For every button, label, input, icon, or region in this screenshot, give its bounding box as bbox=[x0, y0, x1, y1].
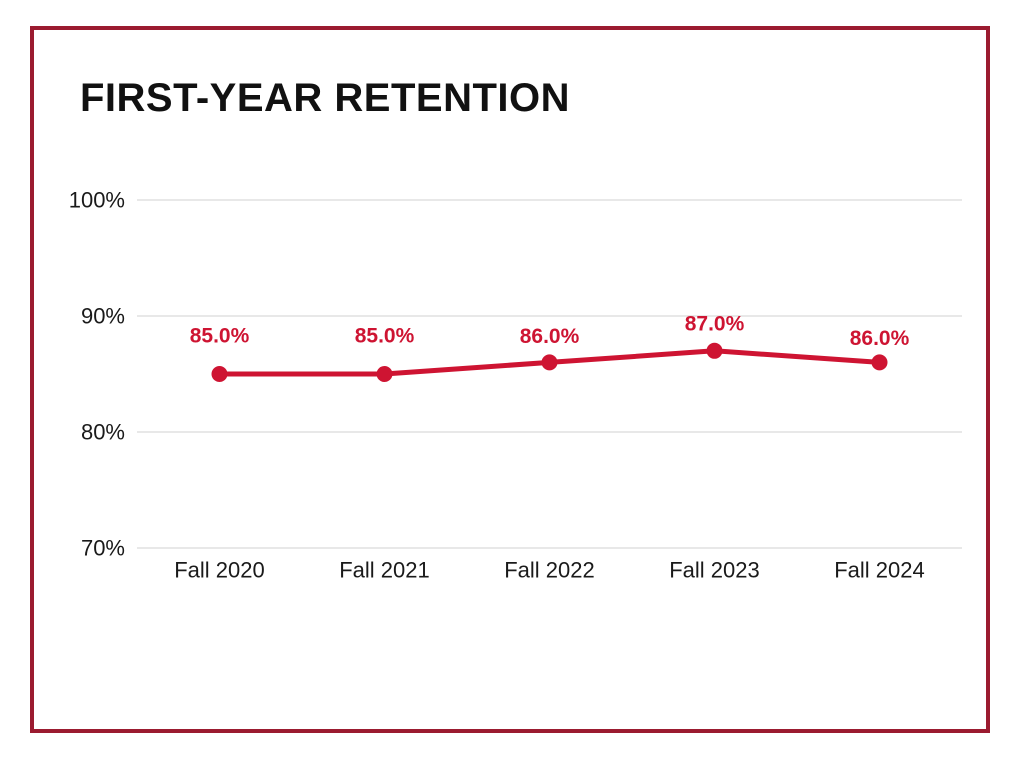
x-tick-label: Fall 2024 bbox=[834, 558, 925, 583]
data-label: 86.0% bbox=[850, 327, 910, 350]
data-point bbox=[871, 354, 888, 371]
data-label: 87.0% bbox=[685, 312, 745, 335]
data-label: 85.0% bbox=[190, 325, 250, 348]
x-tick-label: Fall 2021 bbox=[339, 558, 430, 583]
y-tick-label: 90% bbox=[81, 304, 125, 329]
y-tick-label: 70% bbox=[81, 536, 125, 561]
y-tick-label: 80% bbox=[81, 420, 125, 445]
chart-title: FIRST-YEAR RETENTION bbox=[80, 76, 571, 120]
data-point bbox=[211, 366, 228, 382]
data-point bbox=[376, 366, 393, 382]
data-point bbox=[541, 354, 558, 371]
data-point bbox=[706, 342, 723, 359]
x-tick-label: Fall 2022 bbox=[504, 558, 595, 583]
data-label: 85.0% bbox=[355, 325, 415, 348]
x-tick-label: Fall 2023 bbox=[669, 558, 760, 583]
page-border-frame bbox=[30, 26, 990, 733]
data-label: 86.0% bbox=[520, 325, 580, 348]
x-tick-label: Fall 2020 bbox=[174, 558, 265, 583]
y-tick-label: 100% bbox=[69, 188, 125, 213]
